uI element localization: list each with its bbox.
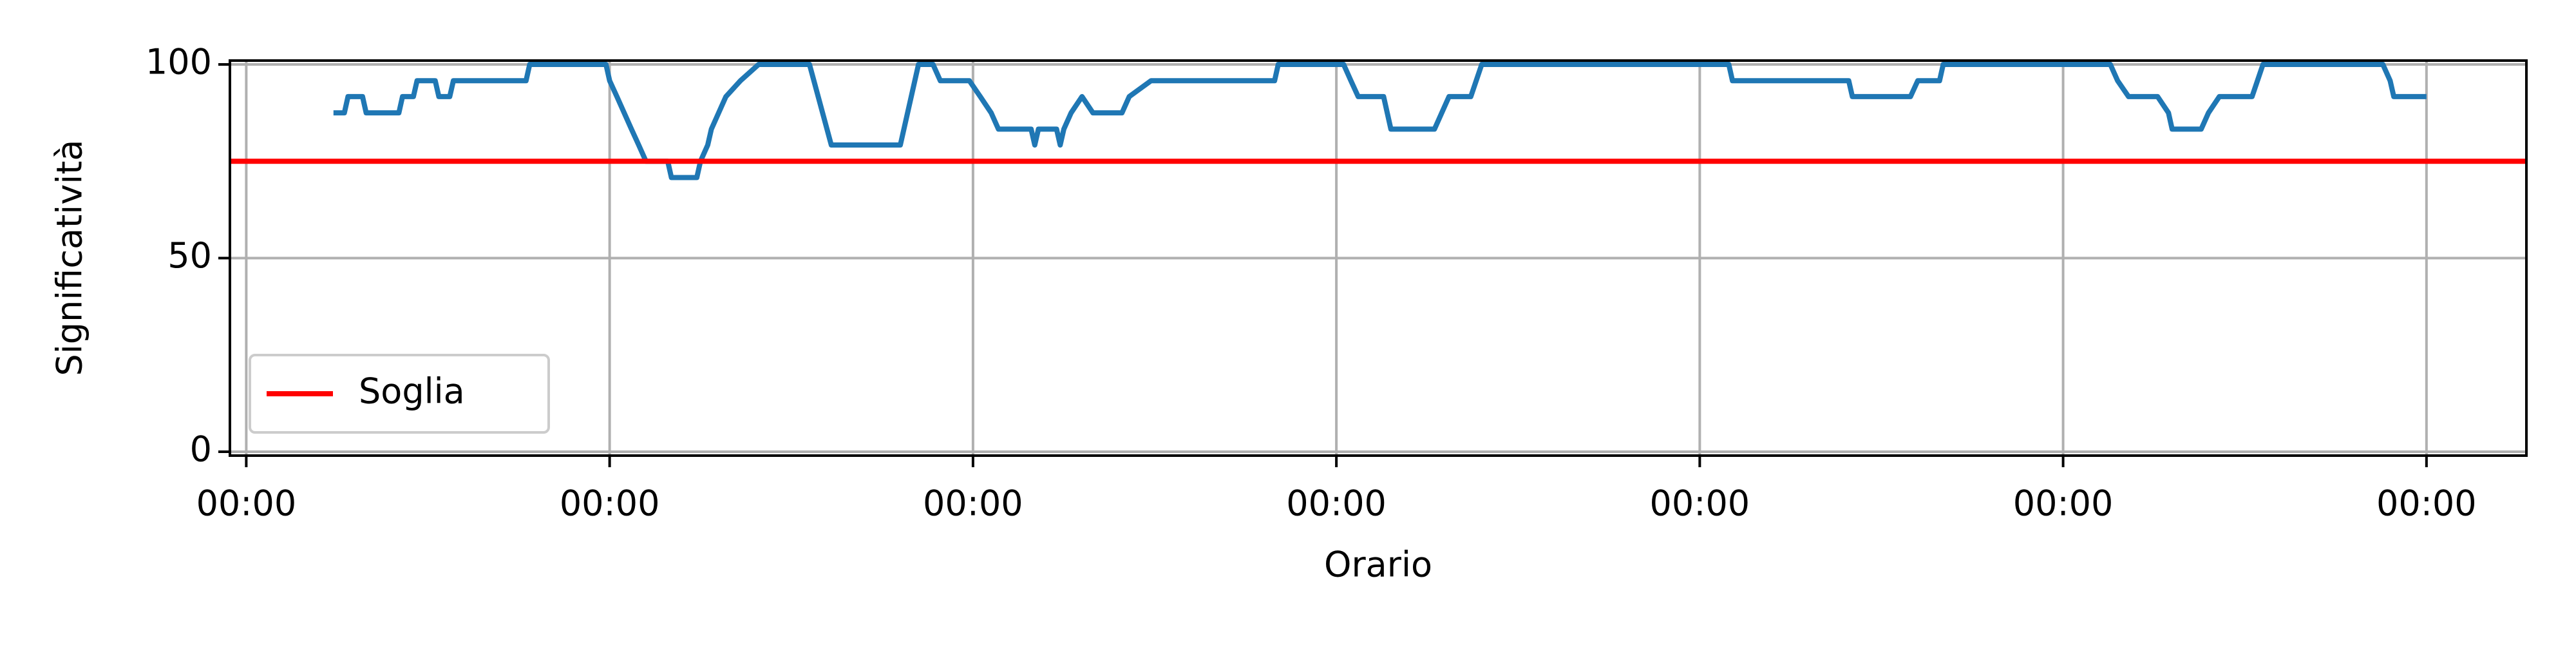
x-axis-label: Orario [1324,545,1432,585]
data-line [333,62,2427,180]
y-tick-label: 100 [146,42,212,82]
x-tick-label: 00:00 [560,483,660,524]
x-tick-label: 00:00 [1650,483,1750,524]
x-tick-label: 00:00 [2013,483,2114,524]
x-tick-label: 00:00 [923,483,1023,524]
legend-label: Soglia [359,371,465,412]
y-axis-label: Significatività [50,140,90,376]
y-tick-label: 0 [190,429,212,470]
axes-frame [229,59,2528,457]
y-tick-label: 50 [167,235,212,276]
x-tick-label: 00:00 [196,483,297,524]
x-tick-label: 00:00 [1286,483,1387,524]
x-tick-label: 00:00 [2376,483,2477,524]
legend-box [249,354,550,434]
